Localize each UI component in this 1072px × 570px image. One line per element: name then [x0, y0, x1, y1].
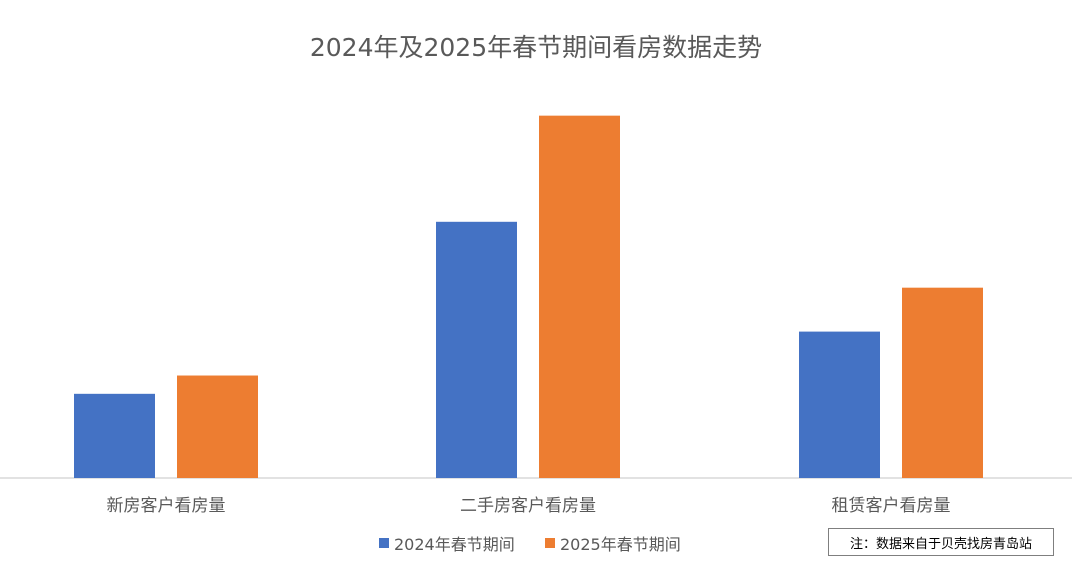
chart-legend: 2024年春节期间 2025年春节期间 [0, 531, 1072, 555]
category-label-new-house: 新房客户看房量 [106, 496, 226, 516]
bar-2024-cat-0 [74, 393, 155, 478]
bar-2025-cat-0 [177, 375, 258, 478]
bar-2025-cat-1 [539, 115, 620, 478]
bar-2024-cat-1 [436, 221, 517, 479]
legend-swatch-2024 [379, 538, 389, 548]
legend-item-2025: 2025年春节期间 [545, 531, 681, 555]
bar-2024-cat-2 [799, 331, 880, 478]
legend-item-2024: 2024年春节期间 [379, 531, 515, 555]
chart-title: 2024年及2025年春节期间看房数据走势 [309, 33, 763, 62]
category-label-rental: 租赁客户看房量 [831, 496, 951, 516]
source-note: 注：数据来自于贝壳找房青岛站 [828, 528, 1054, 556]
legend-swatch-2025 [545, 538, 555, 548]
category-label-second-hand: 二手房客户看房量 [460, 496, 596, 516]
bar-2025-cat-2 [902, 287, 983, 478]
legend-label-2024: 2024年春节期间 [394, 535, 515, 554]
legend-label-2025: 2025年春节期间 [560, 535, 681, 554]
